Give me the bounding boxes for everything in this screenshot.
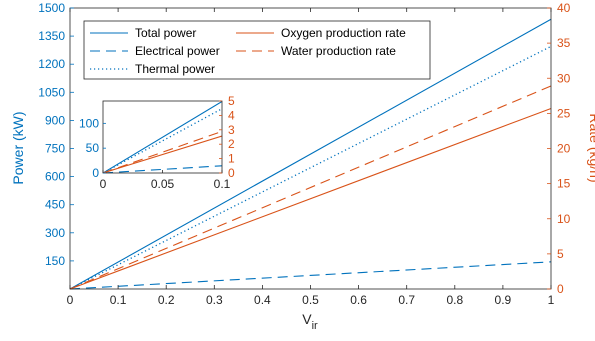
inset-series-lines [103, 101, 222, 173]
y-right-tick-label: 20 [557, 142, 571, 156]
x-tick-label: 0.8 [446, 293, 463, 307]
series-line-thermal-power [69, 45, 552, 290]
y-left-tick-label: 900 [45, 113, 65, 127]
y-right-axis-ticks: 0 5 10 15 20 25 30 35 40 [547, 1, 571, 296]
main-series-lines [69, 18, 552, 290]
inset-y-right-tick-label: 5 [228, 94, 235, 108]
x-tick-label: 0.3 [206, 293, 223, 307]
legend-item-total-power: Total power [90, 26, 196, 40]
x-axis-label-main: V [302, 311, 312, 327]
y-right-tick-label: 35 [557, 36, 571, 50]
legend: Total power Electrical power Thermal pow… [83, 20, 431, 80]
y-right-tick-label: 40 [557, 1, 571, 15]
y-left-axis-ticks: 150 300 450 600 750 900 1050 1200 1350 1500 [38, 1, 74, 268]
x-tick-label: 1 [548, 293, 555, 307]
legend-item-electrical-power: Electrical power [90, 44, 220, 58]
x-axis-ticks: 0 0.1 0.2 0.3 0.4 0.5 0.6 0.7 0.8 0.9 1 [67, 8, 555, 307]
y-left-tick-label: 1500 [38, 1, 65, 15]
y-left-tick-label: 750 [45, 142, 65, 156]
inset-series-line-thermal-power [103, 108, 222, 173]
legend-item-water-production-rate: Water production rate [236, 44, 396, 58]
inset-series-line-electrical-power [103, 165, 222, 173]
series-line-electrical-power [69, 261, 552, 290]
legend-label-water-production-rate: Water production rate [281, 44, 396, 58]
series-line-oxygen-production-rate [69, 107, 552, 290]
y-right-tick-label: 15 [557, 177, 571, 191]
legend-label-thermal-power: Thermal power [135, 62, 215, 76]
y-left-tick-label: 1200 [38, 57, 65, 71]
x-tick-label: 0.4 [254, 293, 271, 307]
y-right-axis-label: Rate (kg/h) [587, 113, 595, 182]
inset-x-tick-label: 0.1 [214, 177, 231, 191]
inset-series-line-oxygen-production-rate [103, 135, 222, 173]
series-line-total-power [69, 18, 552, 290]
x-tick-label: 0.2 [158, 293, 175, 307]
y-left-tick-label: 600 [45, 170, 65, 184]
inset-y-right-tick-label: 3 [228, 123, 235, 137]
x-tick-label: 0.7 [398, 293, 415, 307]
inset-series-line-water-production-rate [103, 130, 222, 173]
inset-y-right-tick-label: 1 [228, 152, 235, 166]
y-left-tick-label: 150 [45, 254, 65, 268]
inset-y-left-tick-label: 100 [79, 116, 99, 130]
inset-series-line-total-power [103, 101, 222, 173]
x-tick-label: 0 [67, 293, 74, 307]
y-right-tick-label: 30 [557, 71, 571, 85]
y-right-tick-label: 0 [557, 282, 564, 296]
inset-y-right-tick-label: 4 [228, 108, 235, 122]
inset-x-tick-label: 0.05 [151, 177, 175, 191]
inset-y-left-tick-label: 50 [86, 141, 100, 155]
legend-label-total-power: Total power [135, 26, 196, 40]
y-left-tick-label: 300 [45, 226, 65, 240]
legend-box [83, 20, 431, 80]
inset-y-left-tick-label: 0 [92, 166, 99, 180]
y-left-tick-label: 450 [45, 198, 65, 212]
y-left-tick-label: 1050 [38, 85, 65, 99]
x-tick-label: 0.1 [110, 293, 127, 307]
x-axis-label: Vir [302, 311, 318, 332]
x-tick-label: 0.6 [350, 293, 367, 307]
legend-item-thermal-power: Thermal power [90, 62, 215, 76]
legend-label-electrical-power: Electrical power [135, 44, 220, 58]
x-tick-label: 0.9 [495, 293, 512, 307]
x-tick-label: 0.5 [302, 293, 319, 307]
y-left-axis-label: Power (kW) [10, 111, 26, 184]
series-line-water-production-rate [69, 85, 552, 290]
inset-y-right-tick-label: 0 [228, 166, 235, 180]
inset-x-tick-label: 0 [100, 177, 107, 191]
inset-y-right-tick-label: 2 [228, 137, 235, 151]
legend-label-oxygen-production-rate: Oxygen production rate [281, 26, 406, 40]
legend-item-oxygen-production-rate: Oxygen production rate [236, 26, 406, 40]
y-right-tick-label: 5 [557, 247, 564, 261]
y-right-tick-label: 25 [557, 106, 571, 120]
y-left-tick-label: 1350 [38, 29, 65, 43]
x-axis-label-subscript: ir [312, 320, 318, 332]
y-right-tick-label: 10 [557, 212, 571, 226]
